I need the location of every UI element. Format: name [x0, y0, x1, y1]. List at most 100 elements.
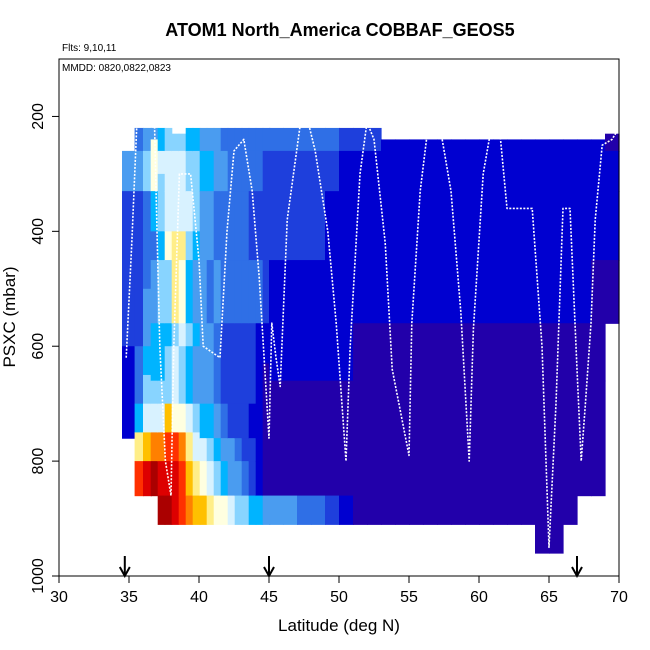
- heatmap-cell: [220, 461, 229, 497]
- heatmap-cell: [248, 150, 257, 192]
- heatmap-cell: [171, 260, 180, 324]
- heatmap-cell: [157, 127, 166, 152]
- heatmap-cell: [297, 380, 312, 497]
- heatmap-cell: [150, 323, 159, 382]
- heatmap-cell: [465, 139, 480, 152]
- heatmap-cell: [269, 323, 284, 382]
- heatmap-cell: [381, 380, 396, 497]
- heatmap-cell: [297, 150, 312, 192]
- heatmap-cell: [283, 495, 298, 525]
- heatmap-cell: [493, 323, 508, 382]
- heatmap-cell: [178, 495, 187, 525]
- heatmap-cell: [605, 150, 620, 192]
- heatmap-cell: [122, 150, 137, 192]
- heatmap-cell: [134, 150, 144, 192]
- heatmap-cell: [164, 191, 173, 232]
- heatmap-cell: [591, 380, 606, 497]
- heatmap-cell: [367, 260, 382, 324]
- heatmap-cell: [206, 438, 215, 462]
- heatmap-cell: [507, 380, 522, 497]
- y-tick-label: 400: [30, 218, 47, 245]
- x-tick-label: 55: [400, 589, 418, 606]
- heatmap-cell: [143, 461, 152, 497]
- latitude-arrow: [263, 556, 275, 579]
- heatmap-cell: [178, 432, 187, 462]
- heatmap-cell: [262, 191, 271, 261]
- heatmap-cell: [248, 260, 257, 324]
- heatmap-cell: [234, 260, 243, 324]
- heatmap-cell: [134, 432, 144, 462]
- heatmap-cell: [164, 403, 173, 433]
- heatmap-cell: [521, 495, 536, 525]
- heatmap-cell: [283, 150, 298, 192]
- heatmap-cell: [171, 461, 180, 497]
- heatmap-cell: [479, 380, 494, 497]
- heatmap-cell: [199, 127, 208, 152]
- heatmap-cell: [248, 403, 257, 439]
- heatmap-cell: [157, 380, 166, 405]
- heatmap-cell: [150, 231, 159, 261]
- heatmap-cell: [171, 133, 180, 152]
- heatmap-cell: [134, 346, 144, 405]
- heatmap-cell: [241, 260, 250, 324]
- heatmap-cell: [143, 346, 152, 376]
- heatmap-cell: [185, 127, 194, 152]
- heatmap-cell: [150, 191, 159, 232]
- heatmap-cell: [199, 191, 208, 261]
- heatmap-cell: [297, 323, 312, 382]
- heatmap-cell: [192, 191, 201, 232]
- x-axis: 30 35 40 45 50 55 60 65 70: [50, 575, 628, 606]
- x-tick-label: 50: [330, 589, 348, 606]
- heatmap-cell: [164, 231, 173, 261]
- heatmap-cell: [507, 191, 522, 261]
- heatmap-cell: [283, 260, 298, 324]
- heatmap-cell: [353, 150, 368, 192]
- heatmap-cell: [213, 461, 222, 497]
- heatmap-cell: [227, 191, 236, 261]
- heatmap-cell: [297, 495, 312, 525]
- heatmap-cell: [507, 260, 522, 324]
- heatmap-cell: [178, 461, 187, 497]
- heatmap-cell: [353, 380, 368, 497]
- heatmap-cell: [171, 495, 180, 525]
- heatmap-cell: [213, 403, 222, 439]
- heatmap-cell: [241, 461, 250, 497]
- y-tick-label: 200: [30, 103, 47, 130]
- heatmap-cell: [171, 150, 180, 192]
- heatmap-cell: [199, 403, 208, 439]
- heatmap-cell: [171, 231, 180, 261]
- heatmap-cell: [549, 139, 564, 152]
- heatmap-cell: [577, 380, 592, 497]
- heatmap-cell: [577, 150, 592, 192]
- heatmap-cell: [178, 231, 187, 261]
- heatmap-cell: [549, 150, 564, 192]
- heatmap-cell: [563, 150, 578, 192]
- heatmap-cell: [227, 127, 236, 152]
- heatmap-cell: [227, 461, 236, 497]
- heatmap-cell: [262, 127, 271, 152]
- chart-title: ATOM1 North_America COBBAF_GEOS5: [165, 20, 514, 40]
- heatmap-cell: [507, 323, 522, 382]
- heatmap-cell: [199, 150, 208, 192]
- heatmap-cell: [248, 438, 257, 462]
- heatmap-cell: [206, 260, 215, 324]
- heatmap-cell: [367, 495, 382, 525]
- heatmap-cell: [213, 150, 222, 192]
- heatmap-cell: [178, 346, 187, 405]
- heatmap-cell: [339, 323, 354, 382]
- heatmap-cell: [563, 139, 578, 152]
- heatmap-cell: [192, 461, 201, 497]
- heatmap-cell: [255, 150, 264, 192]
- heatmap-cell: [269, 150, 284, 192]
- heatmap-cell: [493, 150, 508, 192]
- heatmap-cell: [241, 438, 250, 462]
- heatmap-cell: [311, 380, 326, 497]
- heatmap-cell: [241, 191, 250, 261]
- heatmap-cell: [311, 191, 326, 261]
- heatmap-cell: [192, 127, 201, 152]
- heatmap-cell: [423, 139, 438, 152]
- heatmap-cell: [192, 323, 201, 347]
- x-tick-label: 45: [260, 589, 278, 606]
- heatmap-cell: [339, 127, 354, 152]
